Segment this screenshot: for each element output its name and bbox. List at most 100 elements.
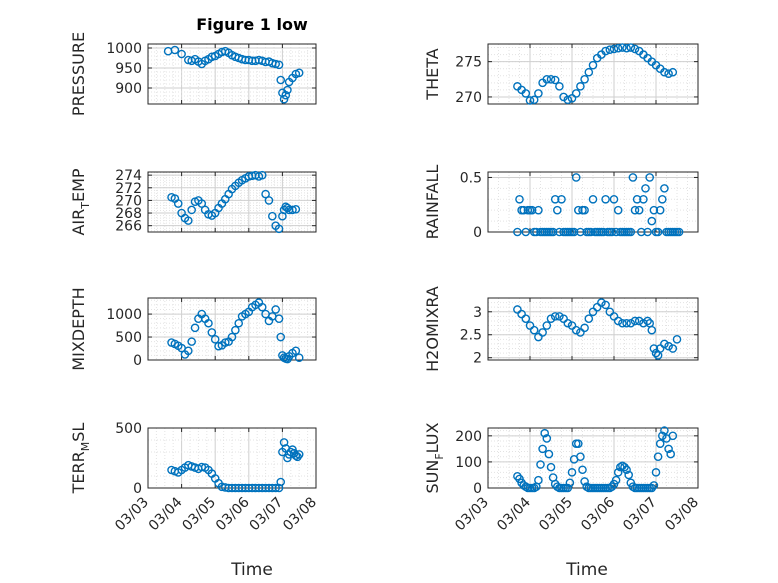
data-point: [550, 312, 560, 321]
data-point: [613, 43, 623, 53]
data-point: [546, 462, 556, 472]
data-point: [569, 227, 579, 237]
data-point: [540, 428, 550, 438]
y-tick-label: 266: [115, 219, 142, 235]
data-point: [271, 483, 280, 493]
data-point: [279, 94, 289, 104]
data-point: [618, 43, 627, 52]
subplot-h2omixra: 2 2.5 3 H2OMIXRA: [423, 286, 699, 372]
y-tick-label: 1000: [106, 41, 142, 57]
data-point: [571, 89, 581, 98]
data-point: [555, 82, 564, 91]
subplot-pressure: 900 950 1000 PRESSURE: [69, 32, 317, 116]
data-point: [626, 43, 636, 52]
data-point: [542, 321, 552, 330]
data-point: [576, 452, 585, 461]
data-point: [660, 339, 669, 349]
data-point: [605, 307, 615, 317]
y-tick-label: 1000: [106, 307, 142, 323]
y-tick-label: 268: [115, 206, 142, 222]
y-tick-label: 0: [133, 481, 142, 497]
data-point: [653, 227, 663, 237]
data-point: [517, 309, 526, 319]
data-point: [588, 60, 598, 70]
data-point: [653, 452, 663, 461]
data-point: [611, 227, 621, 237]
y-axis-label: MIXDEPTH: [69, 287, 88, 370]
data-point: [658, 431, 667, 441]
data-point: [555, 312, 564, 321]
y-tick-label: 0: [473, 225, 482, 241]
data-point: [542, 434, 552, 443]
data-point: [538, 328, 547, 337]
data-point: [274, 60, 284, 70]
data-point: [294, 450, 304, 459]
x-axis-label: Time: [230, 560, 273, 580]
data-point: [588, 194, 598, 204]
y-tick-label: 2: [473, 351, 482, 367]
data-point: [555, 227, 564, 237]
data-point: [527, 205, 537, 215]
data-point: [294, 353, 304, 363]
data-point: [674, 227, 684, 237]
axes-box: [147, 43, 317, 105]
data-point: [576, 82, 585, 91]
data-point: [643, 227, 652, 237]
data-point: [666, 449, 676, 459]
data-point: [639, 318, 648, 328]
data-point: [204, 318, 213, 328]
data-point: [234, 318, 244, 328]
data-point: [634, 316, 644, 326]
y-tick-label: 275: [455, 55, 482, 71]
data-point: [655, 344, 665, 353]
y-tick-label: 500: [115, 330, 142, 346]
data-point: [546, 74, 556, 84]
data-point: [264, 196, 274, 205]
data-point: [534, 332, 543, 342]
data-point: [227, 332, 237, 342]
data-point: [630, 44, 640, 54]
data-point: [257, 302, 267, 312]
data-point: [567, 321, 577, 330]
data-point: [655, 439, 665, 448]
data-point: [291, 346, 301, 356]
data-point: [197, 199, 207, 208]
data-point: [550, 194, 560, 204]
data-point: [632, 194, 642, 204]
data-point: [574, 205, 583, 215]
data-point: [274, 483, 284, 493]
data-point: [281, 90, 291, 100]
data-point: [651, 348, 661, 358]
data-point: [197, 462, 207, 472]
data-point: [639, 194, 648, 204]
data-point: [513, 305, 522, 314]
y-tick-label: 3: [473, 305, 482, 321]
data-point: [649, 344, 659, 353]
data-point: [651, 468, 661, 477]
data-point: [542, 74, 552, 84]
data-point: [580, 477, 589, 486]
data-point: [550, 75, 560, 85]
y-tick-label: 270: [455, 90, 482, 106]
data-point: [548, 227, 558, 237]
data-point: [529, 325, 539, 335]
data-point: [622, 318, 631, 328]
data-point: [184, 346, 193, 356]
data-point: [525, 96, 535, 105]
data-point: [626, 227, 636, 237]
data-point: [268, 211, 277, 221]
y-tick-label: 274: [115, 168, 142, 184]
data-point: [291, 204, 301, 214]
data-point: [628, 173, 638, 182]
data-point: [274, 314, 284, 323]
data-point: [521, 227, 531, 237]
data-point: [276, 332, 286, 342]
data-point: [571, 325, 581, 335]
y-tick-label: 0: [473, 481, 482, 497]
data-point: [672, 335, 682, 344]
subplot-mixdepth: 0 500 1000 MIXDEPTH: [69, 287, 317, 371]
data-point: [538, 444, 547, 454]
data-point: [580, 205, 589, 215]
data-point: [571, 173, 581, 182]
